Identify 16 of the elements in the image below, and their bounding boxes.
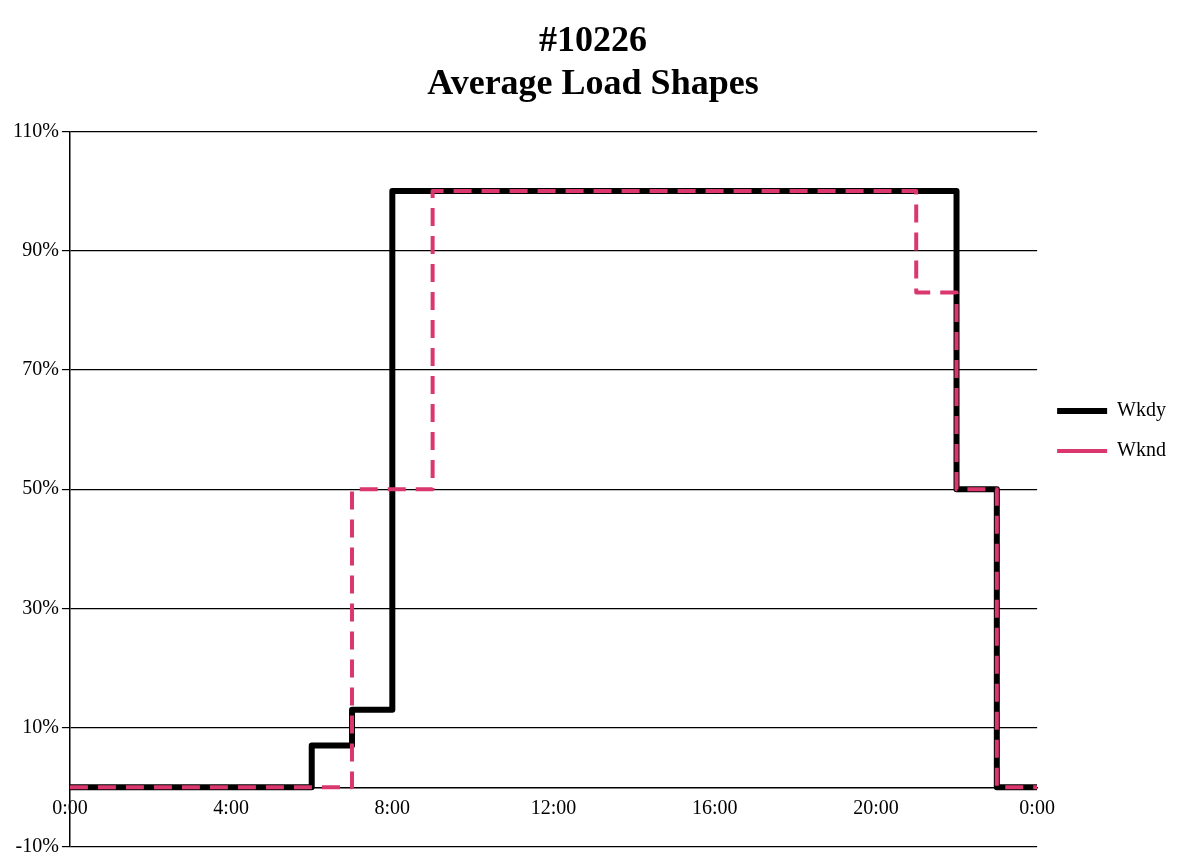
legend-label: Wknd (1117, 438, 1167, 461)
x-tick-label: 16:00 (691, 795, 738, 818)
chart-title: #10226 Average Load Shapes (427, 18, 759, 103)
y-tick-label: 50% (22, 476, 59, 499)
legend-label: Wkdy (1117, 398, 1167, 422)
x-tick-label: 4:00 (213, 795, 249, 818)
x-tick-label: 20:00 (853, 795, 899, 818)
y-tick-label: 30% (22, 595, 59, 618)
x-tick-label: 8:00 (374, 795, 411, 818)
y-tick-label: 90% (22, 237, 59, 260)
x-tick-label: 0:00 (1019, 795, 1055, 818)
x-tick-label: 12:00 (530, 795, 577, 818)
y-tick-label: 10% (22, 714, 59, 737)
y-tick-label: 110% (13, 118, 59, 141)
y-tick-label: -10% (15, 834, 59, 857)
y-tick-label: 70% (22, 357, 59, 380)
